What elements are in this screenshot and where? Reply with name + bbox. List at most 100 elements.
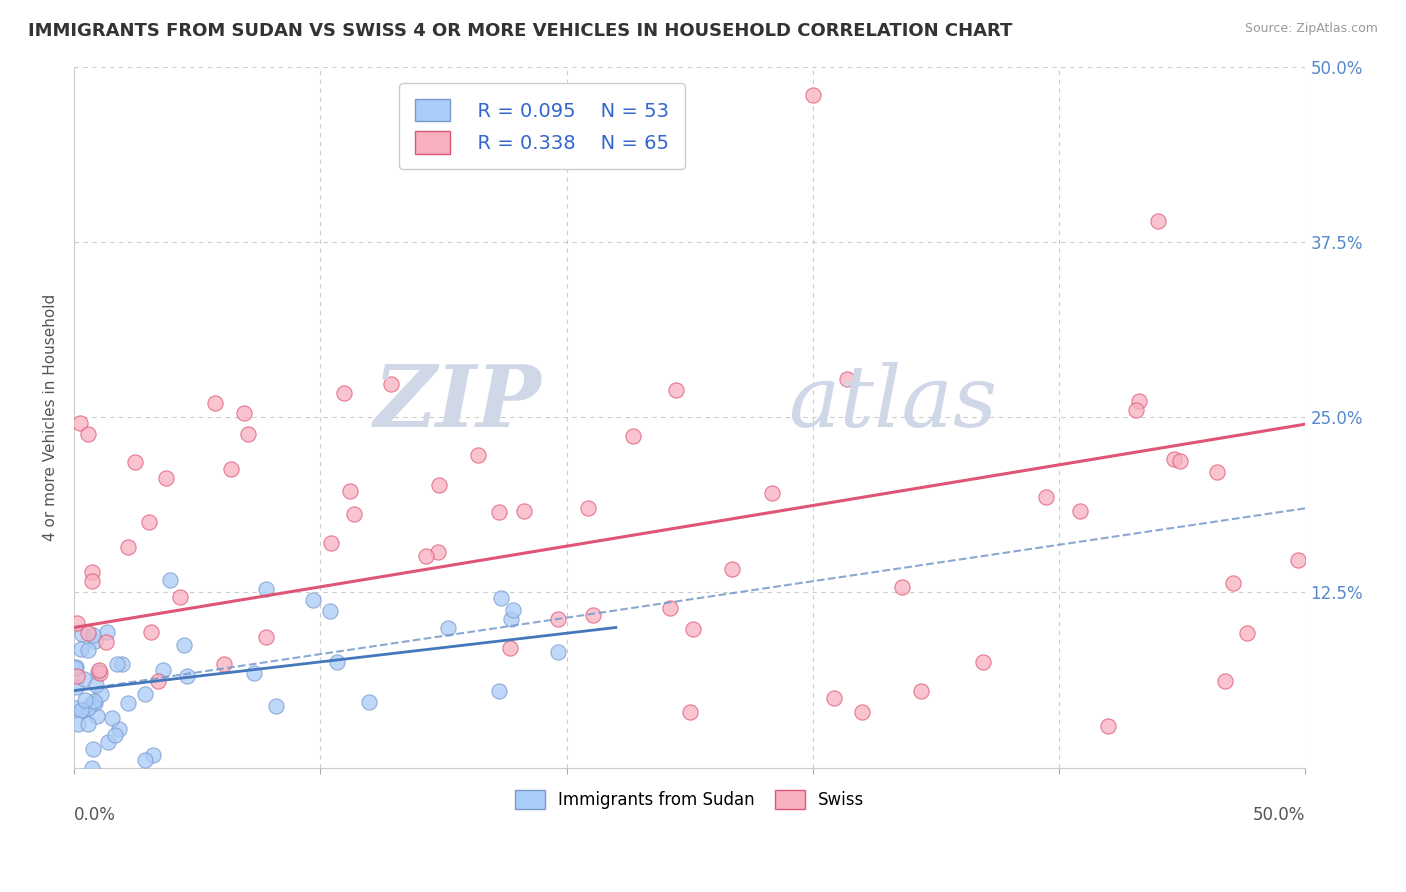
Point — [339, 483, 361, 498]
Point — [75, 692, 97, 706]
Point — [65, 615, 87, 630]
Point — [343, 507, 366, 521]
Point — [499, 641, 522, 656]
Point — [82, 628, 104, 642]
Point — [134, 687, 156, 701]
Point — [489, 591, 512, 605]
Point — [1128, 394, 1150, 409]
Point — [152, 663, 174, 677]
Point — [254, 631, 277, 645]
Point — [82, 565, 104, 579]
Point — [1222, 575, 1244, 590]
Point — [302, 593, 325, 607]
Point — [488, 684, 510, 698]
Point — [1125, 403, 1147, 417]
Point — [380, 377, 402, 392]
Point — [159, 573, 181, 587]
Point — [155, 471, 177, 485]
Point — [801, 87, 824, 102]
Point — [658, 601, 681, 615]
Point — [1146, 214, 1168, 228]
Point — [70, 702, 93, 716]
Point — [1163, 451, 1185, 466]
Point — [910, 684, 932, 698]
Point — [80, 760, 103, 774]
Point — [333, 386, 356, 401]
Point — [117, 541, 139, 555]
Point — [173, 638, 195, 652]
Point — [142, 747, 165, 762]
Point — [96, 625, 118, 640]
Point — [73, 672, 96, 686]
Point — [176, 668, 198, 682]
Point — [69, 416, 91, 430]
Point — [139, 624, 162, 639]
Point — [427, 478, 450, 492]
Point — [84, 677, 107, 691]
Point — [90, 687, 112, 701]
Point — [357, 695, 380, 709]
Text: Source: ZipAtlas.com: Source: ZipAtlas.com — [1244, 22, 1378, 36]
Point — [204, 396, 226, 410]
Text: atlas: atlas — [789, 362, 997, 444]
Point — [682, 622, 704, 636]
Point — [82, 742, 104, 756]
Point — [83, 633, 105, 648]
Point — [823, 691, 845, 706]
Point — [65, 660, 87, 674]
Point — [76, 625, 98, 640]
Point — [679, 705, 702, 719]
Text: 50.0%: 50.0% — [1253, 806, 1305, 824]
Point — [76, 642, 98, 657]
Point — [65, 681, 87, 695]
Point — [467, 449, 489, 463]
Point — [266, 698, 288, 713]
Point — [502, 602, 524, 616]
Point — [236, 427, 259, 442]
Point — [512, 504, 534, 518]
Legend: Immigrants from Sudan, Swiss: Immigrants from Sudan, Swiss — [509, 783, 872, 815]
Text: IMMIGRANTS FROM SUDAN VS SWISS 4 OR MORE VEHICLES IN HOUSEHOLD CORRELATION CHART: IMMIGRANTS FROM SUDAN VS SWISS 4 OR MORE… — [28, 22, 1012, 40]
Text: 0.0%: 0.0% — [75, 806, 115, 824]
Point — [66, 669, 89, 683]
Point — [65, 701, 87, 715]
Point — [86, 665, 108, 679]
Point — [721, 562, 744, 576]
Point — [70, 626, 93, 640]
Point — [108, 722, 131, 736]
Point — [621, 429, 644, 443]
Point — [148, 673, 170, 688]
Point — [65, 661, 87, 675]
Point — [80, 697, 103, 711]
Point — [890, 580, 912, 594]
Point — [67, 717, 90, 731]
Point — [1097, 718, 1119, 732]
Point — [117, 696, 139, 710]
Point — [582, 607, 605, 622]
Point — [104, 728, 127, 742]
Point — [1213, 673, 1236, 688]
Point — [83, 696, 105, 710]
Point — [89, 665, 111, 680]
Point — [488, 505, 510, 519]
Point — [87, 663, 110, 677]
Point — [499, 612, 522, 626]
Point — [94, 635, 117, 649]
Point — [86, 708, 108, 723]
Point — [576, 501, 599, 516]
Point — [326, 655, 349, 669]
Point — [138, 515, 160, 529]
Point — [319, 535, 342, 549]
Point — [101, 711, 124, 725]
Point — [851, 705, 873, 719]
Point — [77, 427, 100, 442]
Point — [665, 383, 688, 397]
Point — [1035, 491, 1057, 505]
Point — [232, 406, 254, 420]
Point — [1069, 504, 1091, 518]
Point — [70, 641, 93, 656]
Point — [837, 372, 859, 386]
Point — [1206, 465, 1229, 479]
Point — [436, 620, 458, 634]
Point — [97, 735, 120, 749]
